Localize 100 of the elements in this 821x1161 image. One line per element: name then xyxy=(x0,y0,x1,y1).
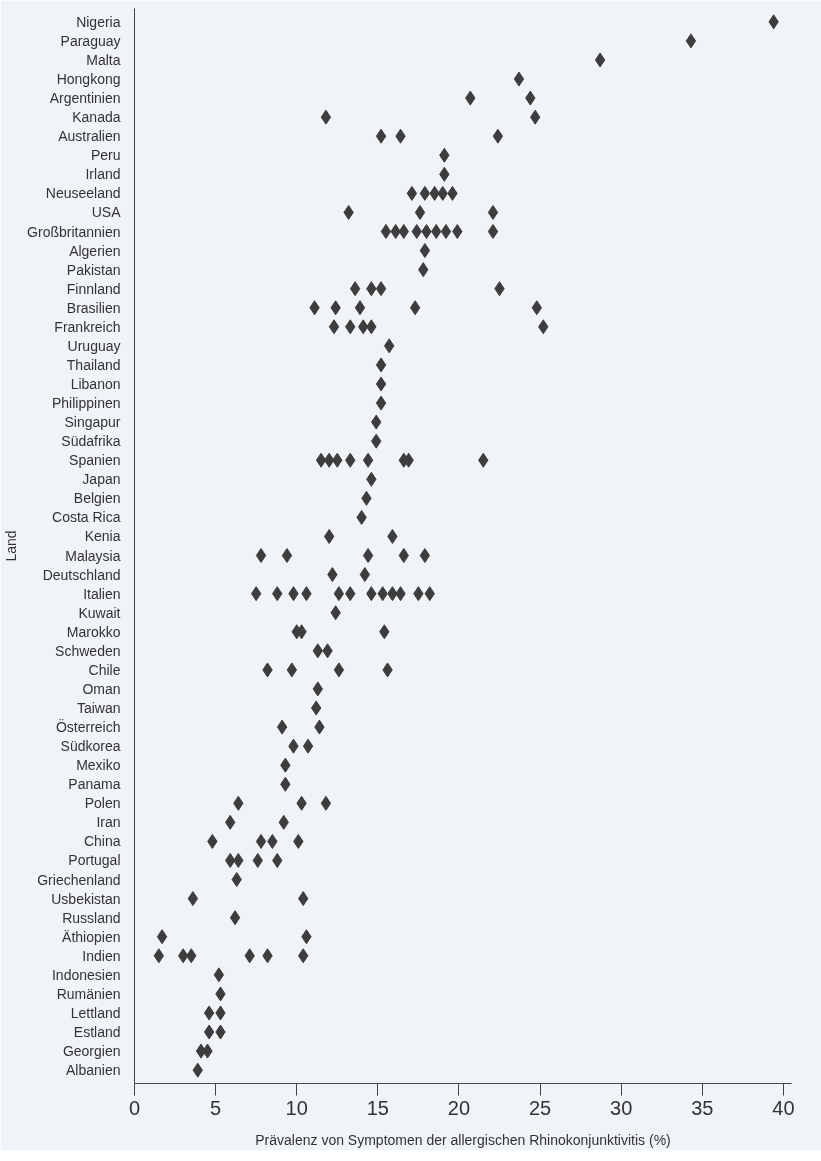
y-tick-label: Oman xyxy=(82,680,121,697)
point xyxy=(354,300,366,316)
y-tick-label: Portugal xyxy=(68,852,121,869)
x-tick-label: 5 xyxy=(210,1096,222,1119)
y-tick-label: Peru xyxy=(90,147,121,164)
y-tick-label: Paraguay xyxy=(60,32,121,49)
y-tick-label: Polen xyxy=(84,795,121,812)
point xyxy=(203,1005,215,1021)
x-tick-label: 10 xyxy=(285,1096,308,1119)
x-tick-label: 30 xyxy=(610,1096,633,1119)
point xyxy=(375,376,387,392)
y-tick-label: Argentinien xyxy=(49,90,121,107)
y-tick-label: Estland xyxy=(73,1024,121,1041)
point xyxy=(513,71,525,87)
point xyxy=(359,567,371,583)
point xyxy=(375,357,387,373)
y-tick-label: Albanien xyxy=(66,1062,121,1079)
y-tick-label: Kanada xyxy=(72,109,121,126)
point xyxy=(440,224,452,240)
y-tick-label: Italien xyxy=(83,585,121,602)
y-tick-label: Japan xyxy=(82,471,121,488)
x-tick-label: 15 xyxy=(366,1096,389,1119)
y-tick-label: Rumänien xyxy=(56,985,121,1002)
point xyxy=(156,929,168,945)
y-tick-label: Chile xyxy=(88,661,121,678)
y-tick-label: Panama xyxy=(68,776,121,793)
y-tick-label: Schweden xyxy=(55,642,121,659)
y-tick-label: Neuseeland xyxy=(45,185,121,202)
y-tick-label: Indien xyxy=(82,947,121,964)
y-tick-label: Mexiko xyxy=(76,757,121,774)
point xyxy=(409,300,421,316)
y-tick-label: Belgien xyxy=(73,490,121,507)
point xyxy=(419,548,431,564)
y-tick-label: USA xyxy=(91,204,122,221)
y-tick-label: Hongkong xyxy=(56,71,121,88)
point xyxy=(328,319,340,335)
y-axis-title: Land xyxy=(3,530,20,562)
y-tick-label: Irland xyxy=(85,166,121,183)
y-tick-label: Uruguay xyxy=(67,337,121,354)
point xyxy=(375,128,387,144)
point xyxy=(375,281,387,297)
point xyxy=(187,891,199,907)
x-tick-label: 40 xyxy=(772,1096,795,1119)
y-tick-label: Indonesien xyxy=(52,966,121,983)
point xyxy=(685,33,697,49)
point xyxy=(414,204,426,220)
y-tick-label: Südkorea xyxy=(60,738,121,755)
point xyxy=(594,52,606,68)
y-tick-label: Costa Rica xyxy=(52,509,121,526)
point xyxy=(320,795,332,811)
point xyxy=(203,1024,215,1040)
y-tick-label: Kuwait xyxy=(78,604,121,621)
x-axis-title: Prävalenz von Symptomen der allergischen Rhinokonjunktivitis (%) xyxy=(255,1131,671,1148)
x-tick-label: 0 xyxy=(128,1096,141,1119)
point xyxy=(255,833,267,849)
point xyxy=(315,452,327,468)
y-tick-label: Pakistan xyxy=(66,261,121,278)
point xyxy=(286,662,298,678)
y-tick-label: Iran xyxy=(96,814,121,831)
y-tick-label: Philippinen xyxy=(52,395,121,412)
point xyxy=(487,224,499,240)
y-tick-label: Marokko xyxy=(66,623,121,640)
point xyxy=(276,719,288,735)
y-tick-label: Griechenland xyxy=(37,871,121,888)
point xyxy=(333,586,345,602)
y-tick-label: Großbritannien xyxy=(27,223,121,240)
y-tick-label: Brasilien xyxy=(66,299,121,316)
point xyxy=(406,185,418,201)
point xyxy=(492,128,504,144)
point xyxy=(255,548,267,564)
y-tick-label: Lettland xyxy=(70,1004,121,1021)
y-tick-label: Südafrika xyxy=(61,433,121,450)
y-tick-label: Äthiopien xyxy=(62,928,121,945)
y-tick-label: Libanon xyxy=(70,375,121,392)
y-tick-label: Malta xyxy=(86,51,121,68)
y-tick-label: Algerien xyxy=(69,242,121,259)
y-tick-label: Nigeria xyxy=(76,13,121,30)
y-tick-label: Taiwan xyxy=(76,700,121,717)
x-tick-label: 25 xyxy=(528,1096,552,1119)
point xyxy=(320,109,332,125)
y-tick-label: Georgien xyxy=(62,1043,121,1060)
point xyxy=(487,204,499,220)
y-tick-label: Thailand xyxy=(66,356,121,373)
y-tick-label: Malaysia xyxy=(65,547,121,564)
point xyxy=(229,910,241,926)
point xyxy=(213,967,225,983)
y-tick-label: Spanien xyxy=(69,452,121,469)
point xyxy=(281,548,293,564)
y-tick-label: Finnland xyxy=(66,280,121,297)
point xyxy=(362,452,374,468)
y-tick-label: Frankreich xyxy=(54,318,121,335)
y-tick-label: Singapur xyxy=(64,414,121,431)
point xyxy=(349,281,361,297)
point xyxy=(380,224,392,240)
y-tick-label: Russland xyxy=(62,909,121,926)
x-tick-label: 20 xyxy=(447,1096,471,1119)
point xyxy=(302,738,314,754)
point xyxy=(375,395,387,411)
x-tick-label: 35 xyxy=(691,1096,714,1119)
y-tick-label: Kenia xyxy=(84,528,121,545)
